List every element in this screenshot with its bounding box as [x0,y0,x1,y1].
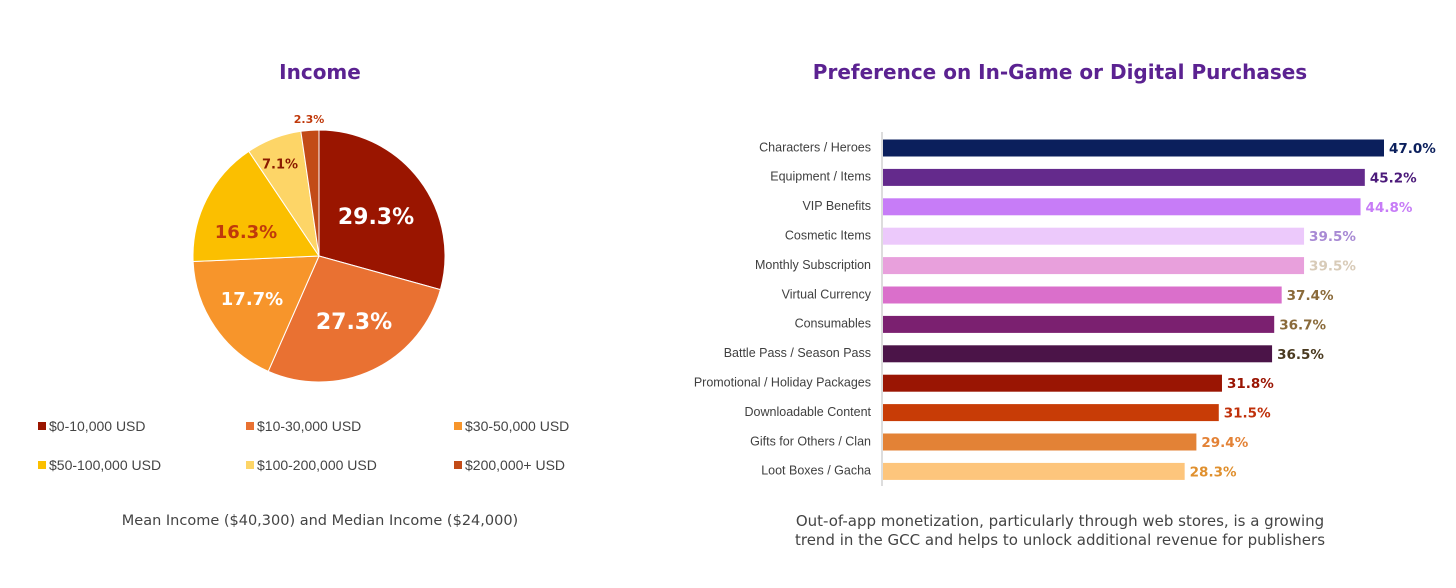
legend-item: $100-200,000 USD [246,457,377,473]
bar-category-label: Virtual Currency [782,287,872,301]
bar-category-label: Gifts for Others / Clan [750,434,871,448]
pie-data-label: 29.3% [338,205,414,230]
bar-data-label: 36.7% [1279,317,1326,333]
pie-data-label: 16.3% [215,222,277,243]
pie-slice [300,129,320,257]
bar [883,433,1197,451]
pie-data-label: 27.3% [316,310,392,335]
bar-category-label: Characters / Heroes [759,140,871,154]
bar-chart-title: Preference on In-Game or Digital Purchas… [812,60,1308,84]
bar-note: Out-of-app monetization, particularly th… [794,512,1326,549]
bar-category-label: Equipment / Items [770,170,871,184]
bar-data-label: 28.3% [1190,464,1237,480]
bar [883,345,1273,363]
legend-swatch [246,422,254,430]
legend-label: $100-200,000 USD [257,457,377,473]
bar-category-label: Consumables [795,317,871,331]
pie-data-label: 7.1% [262,158,298,173]
legend-item: $30-50,000 USD [454,418,569,434]
bar-data-label: 29.4% [1201,435,1248,451]
bar-data-label: 36.5% [1277,347,1324,363]
legend-label: $0-10,000 USD [49,418,146,434]
pie-slice [192,255,320,372]
legend-item: $0-10,000 USD [38,418,146,434]
bar-data-label: 45.2% [1370,170,1417,186]
pie-slice [318,129,446,291]
bar [883,462,1185,480]
bar [883,257,1305,275]
bar-data-label: 44.8% [1366,200,1413,216]
bar-data-label: 47.0% [1389,141,1436,157]
bar-category-label: Monthly Subscription [755,258,871,272]
legend-label: $50-100,000 USD [49,457,162,473]
legend-label: $30-50,000 USD [465,418,570,434]
legend-label: $200,000+ USD [465,457,566,473]
bar-data-label: 31.8% [1227,376,1274,392]
bar-category-label: Cosmetic Items [785,228,871,242]
bar-data-label: 37.4% [1287,288,1334,304]
pie-chart-title: Income [279,60,361,84]
legend-swatch [246,461,254,469]
bar-data-label: 39.5% [1309,229,1356,245]
legend-item: $50-100,000 USD [38,457,161,473]
legend-swatch [38,461,46,469]
bar [883,168,1365,186]
pie-data-label: 17.7% [221,289,283,310]
bar [883,374,1222,392]
legend-item: $10-30,000 USD [246,418,361,434]
bar [883,404,1219,422]
pie-slice [192,150,320,263]
legend-swatch [38,422,46,430]
bar [883,315,1275,333]
bar-data-label: 39.5% [1309,259,1356,275]
bar-data-label: 31.5% [1224,406,1271,422]
legend-item: $200,000+ USD [454,457,565,473]
bar-category-label: Downloadable Content [745,405,872,419]
pie-slice [267,255,442,383]
bar-category-label: Battle Pass / Season Pass [724,346,871,360]
legend-label: $10-30,000 USD [257,418,362,434]
pie-note: Mean Income ($40,300) and Median Income … [121,513,519,529]
pie-data-label: 2.3% [294,113,325,126]
legend-swatch [454,422,462,430]
bar-category-label: VIP Benefits [802,199,871,213]
bar [883,227,1305,245]
bar [883,198,1361,216]
bar [883,286,1282,304]
bar [883,139,1384,157]
legend-swatch [454,461,462,469]
bar-category-label: Loot Boxes / Gacha [761,464,871,478]
bar-category-label: Promotional / Holiday Packages [694,375,871,389]
